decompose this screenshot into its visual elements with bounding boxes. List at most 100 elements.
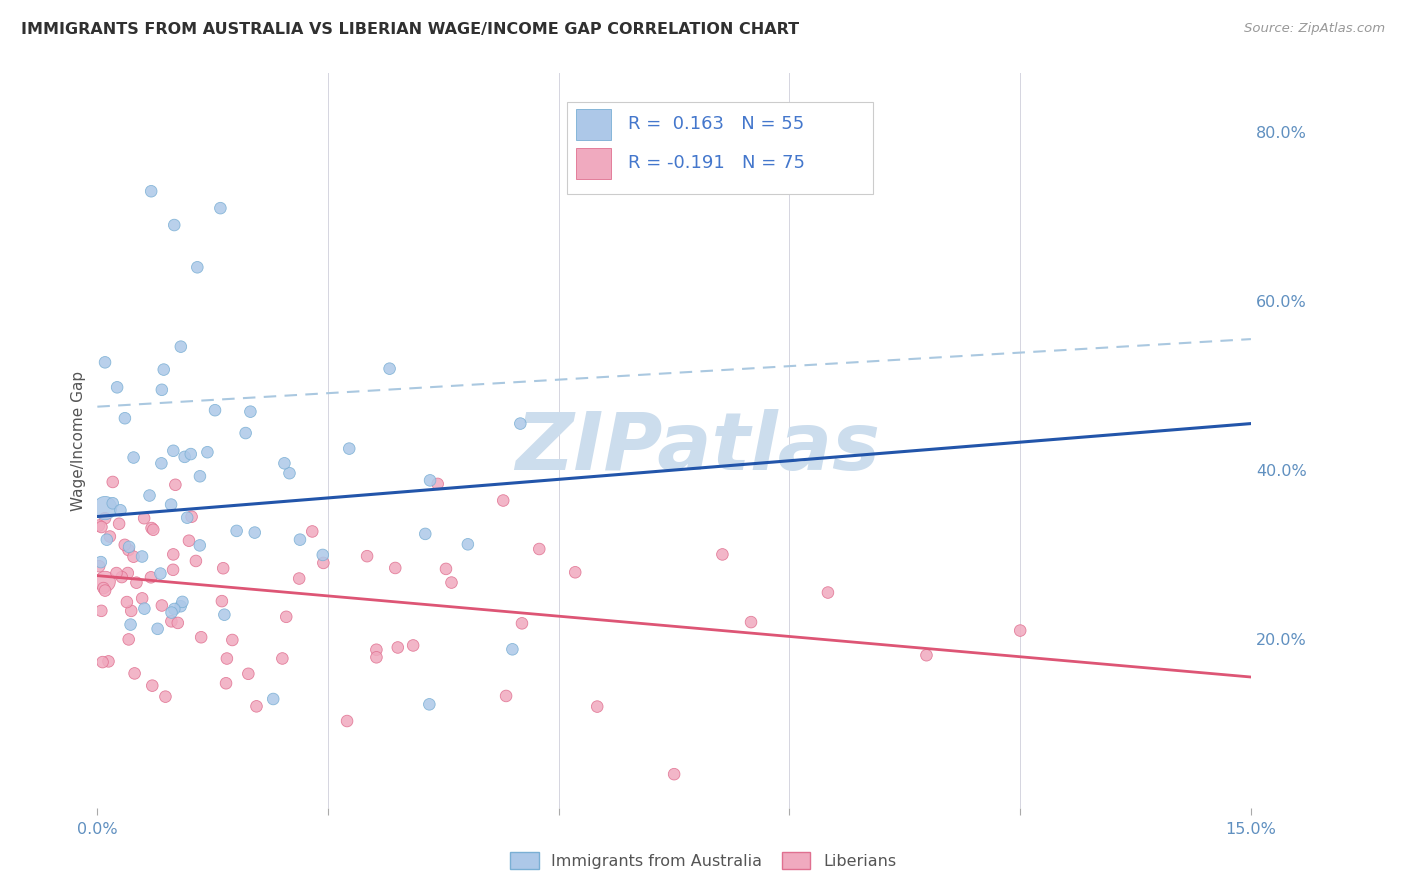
Point xyxy=(276,609,298,624)
Point xyxy=(139,570,162,584)
Point xyxy=(337,442,360,456)
Point xyxy=(564,566,586,580)
Point xyxy=(239,405,262,419)
Point xyxy=(110,503,132,517)
Point xyxy=(215,676,238,690)
Point xyxy=(108,516,131,531)
Point xyxy=(91,655,114,669)
Point xyxy=(105,380,128,394)
Point xyxy=(138,489,160,503)
Point xyxy=(215,651,238,665)
Point xyxy=(301,524,323,539)
Point xyxy=(152,362,174,376)
Point xyxy=(122,450,145,465)
Point xyxy=(117,566,139,580)
Point xyxy=(120,617,142,632)
Point xyxy=(111,570,134,584)
Point xyxy=(170,340,193,354)
Point xyxy=(115,595,138,609)
Point xyxy=(160,615,183,629)
Point xyxy=(711,548,734,562)
Point xyxy=(402,639,425,653)
Point xyxy=(98,529,121,543)
Point xyxy=(190,630,212,644)
Point xyxy=(184,554,207,568)
Point xyxy=(378,361,401,376)
Point xyxy=(150,599,173,613)
Point xyxy=(501,642,523,657)
Text: R =  0.163   N = 55: R = 0.163 N = 55 xyxy=(628,115,804,134)
Point xyxy=(89,559,111,574)
Point xyxy=(93,581,115,595)
Point xyxy=(94,511,117,525)
Point xyxy=(509,417,531,431)
Point xyxy=(180,509,202,524)
Point xyxy=(141,679,163,693)
Point xyxy=(94,355,117,369)
Point xyxy=(160,498,183,512)
Point xyxy=(262,692,284,706)
Text: Source: ZipAtlas.com: Source: ZipAtlas.com xyxy=(1244,22,1385,36)
Point xyxy=(94,574,117,589)
Point xyxy=(225,524,247,538)
Point xyxy=(271,651,294,665)
Point xyxy=(426,476,449,491)
Point xyxy=(165,477,187,491)
Point xyxy=(172,595,194,609)
Point xyxy=(118,632,141,647)
Point xyxy=(387,640,409,655)
Point xyxy=(529,541,551,556)
Point xyxy=(134,511,156,525)
Point xyxy=(238,666,260,681)
Text: IMMIGRANTS FROM AUSTRALIA VS LIBERIAN WAGE/INCOME GAP CORRELATION CHART: IMMIGRANTS FROM AUSTRALIA VS LIBERIAN WA… xyxy=(21,22,799,37)
Point xyxy=(197,445,219,459)
Point xyxy=(177,533,200,548)
Point xyxy=(118,540,141,554)
Point xyxy=(1010,624,1032,638)
Point xyxy=(243,525,266,540)
Point xyxy=(125,575,148,590)
Point xyxy=(166,615,188,630)
Point xyxy=(87,518,110,533)
Point xyxy=(214,607,236,622)
Point xyxy=(221,632,243,647)
Point xyxy=(510,616,533,631)
Point xyxy=(155,690,177,704)
Point xyxy=(413,527,436,541)
Point xyxy=(120,604,142,618)
FancyBboxPatch shape xyxy=(576,109,610,140)
Point xyxy=(273,456,295,470)
Point xyxy=(114,538,136,552)
Point xyxy=(356,549,378,564)
Point xyxy=(173,450,195,464)
Point xyxy=(336,714,359,728)
Point xyxy=(163,602,186,616)
Point xyxy=(169,599,191,614)
Point xyxy=(204,403,226,417)
Point xyxy=(122,549,145,564)
Point xyxy=(134,601,156,615)
Point xyxy=(141,521,163,535)
Point xyxy=(101,496,124,510)
Point xyxy=(117,543,139,558)
FancyBboxPatch shape xyxy=(567,103,873,194)
Point xyxy=(495,689,517,703)
Legend: Immigrants from Australia, Liberians: Immigrants from Australia, Liberians xyxy=(503,846,903,875)
Point xyxy=(101,475,124,489)
Point xyxy=(90,520,112,534)
FancyBboxPatch shape xyxy=(576,148,610,178)
Point xyxy=(384,561,406,575)
Point xyxy=(817,585,839,599)
Point xyxy=(176,510,198,524)
Point xyxy=(146,622,169,636)
Point xyxy=(131,549,153,564)
Point xyxy=(366,642,388,657)
Point xyxy=(94,583,117,598)
Point xyxy=(96,533,118,547)
Text: ZIPatlas: ZIPatlas xyxy=(515,409,880,487)
Point xyxy=(366,650,388,665)
Point xyxy=(245,699,267,714)
Point xyxy=(162,443,184,458)
Point xyxy=(105,566,128,580)
Point xyxy=(142,523,165,537)
